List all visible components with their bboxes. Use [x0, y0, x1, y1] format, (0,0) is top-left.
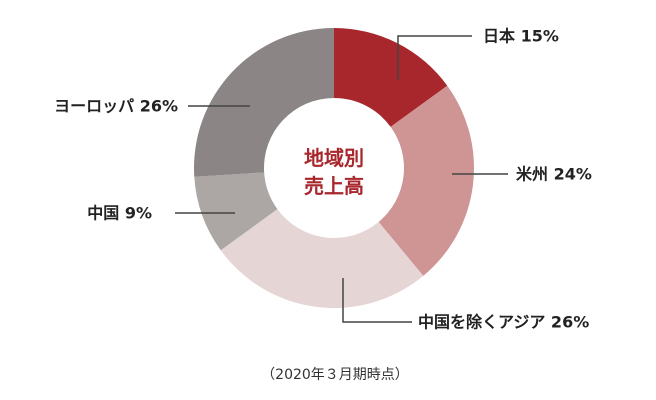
leader-japan [397, 35, 472, 80]
chart-title-line-2: 売上高 [304, 174, 364, 198]
pie-slice-americas [378, 85, 474, 276]
pie-slice-asia-ex-china [220, 209, 424, 308]
slice-label-china: 中国 9% [87, 204, 152, 223]
leader-asia-ex-china [342, 278, 412, 323]
slice-label-americas: 米州 24% [516, 165, 592, 184]
slice-label-japan: 日本 15% [483, 27, 559, 46]
slice-label-europe: ヨーロッパ 26% [54, 97, 178, 116]
chart-note: （2020年３月期時点） [261, 367, 409, 383]
pie-slice-japan [334, 28, 448, 127]
pie-slice-china [194, 172, 278, 251]
pie-slice-europe [194, 28, 334, 177]
slice-label-asia-ex-china: 中国を除くアジア 26% [418, 313, 589, 332]
chart-title-line-1: 地域別 [304, 146, 364, 170]
